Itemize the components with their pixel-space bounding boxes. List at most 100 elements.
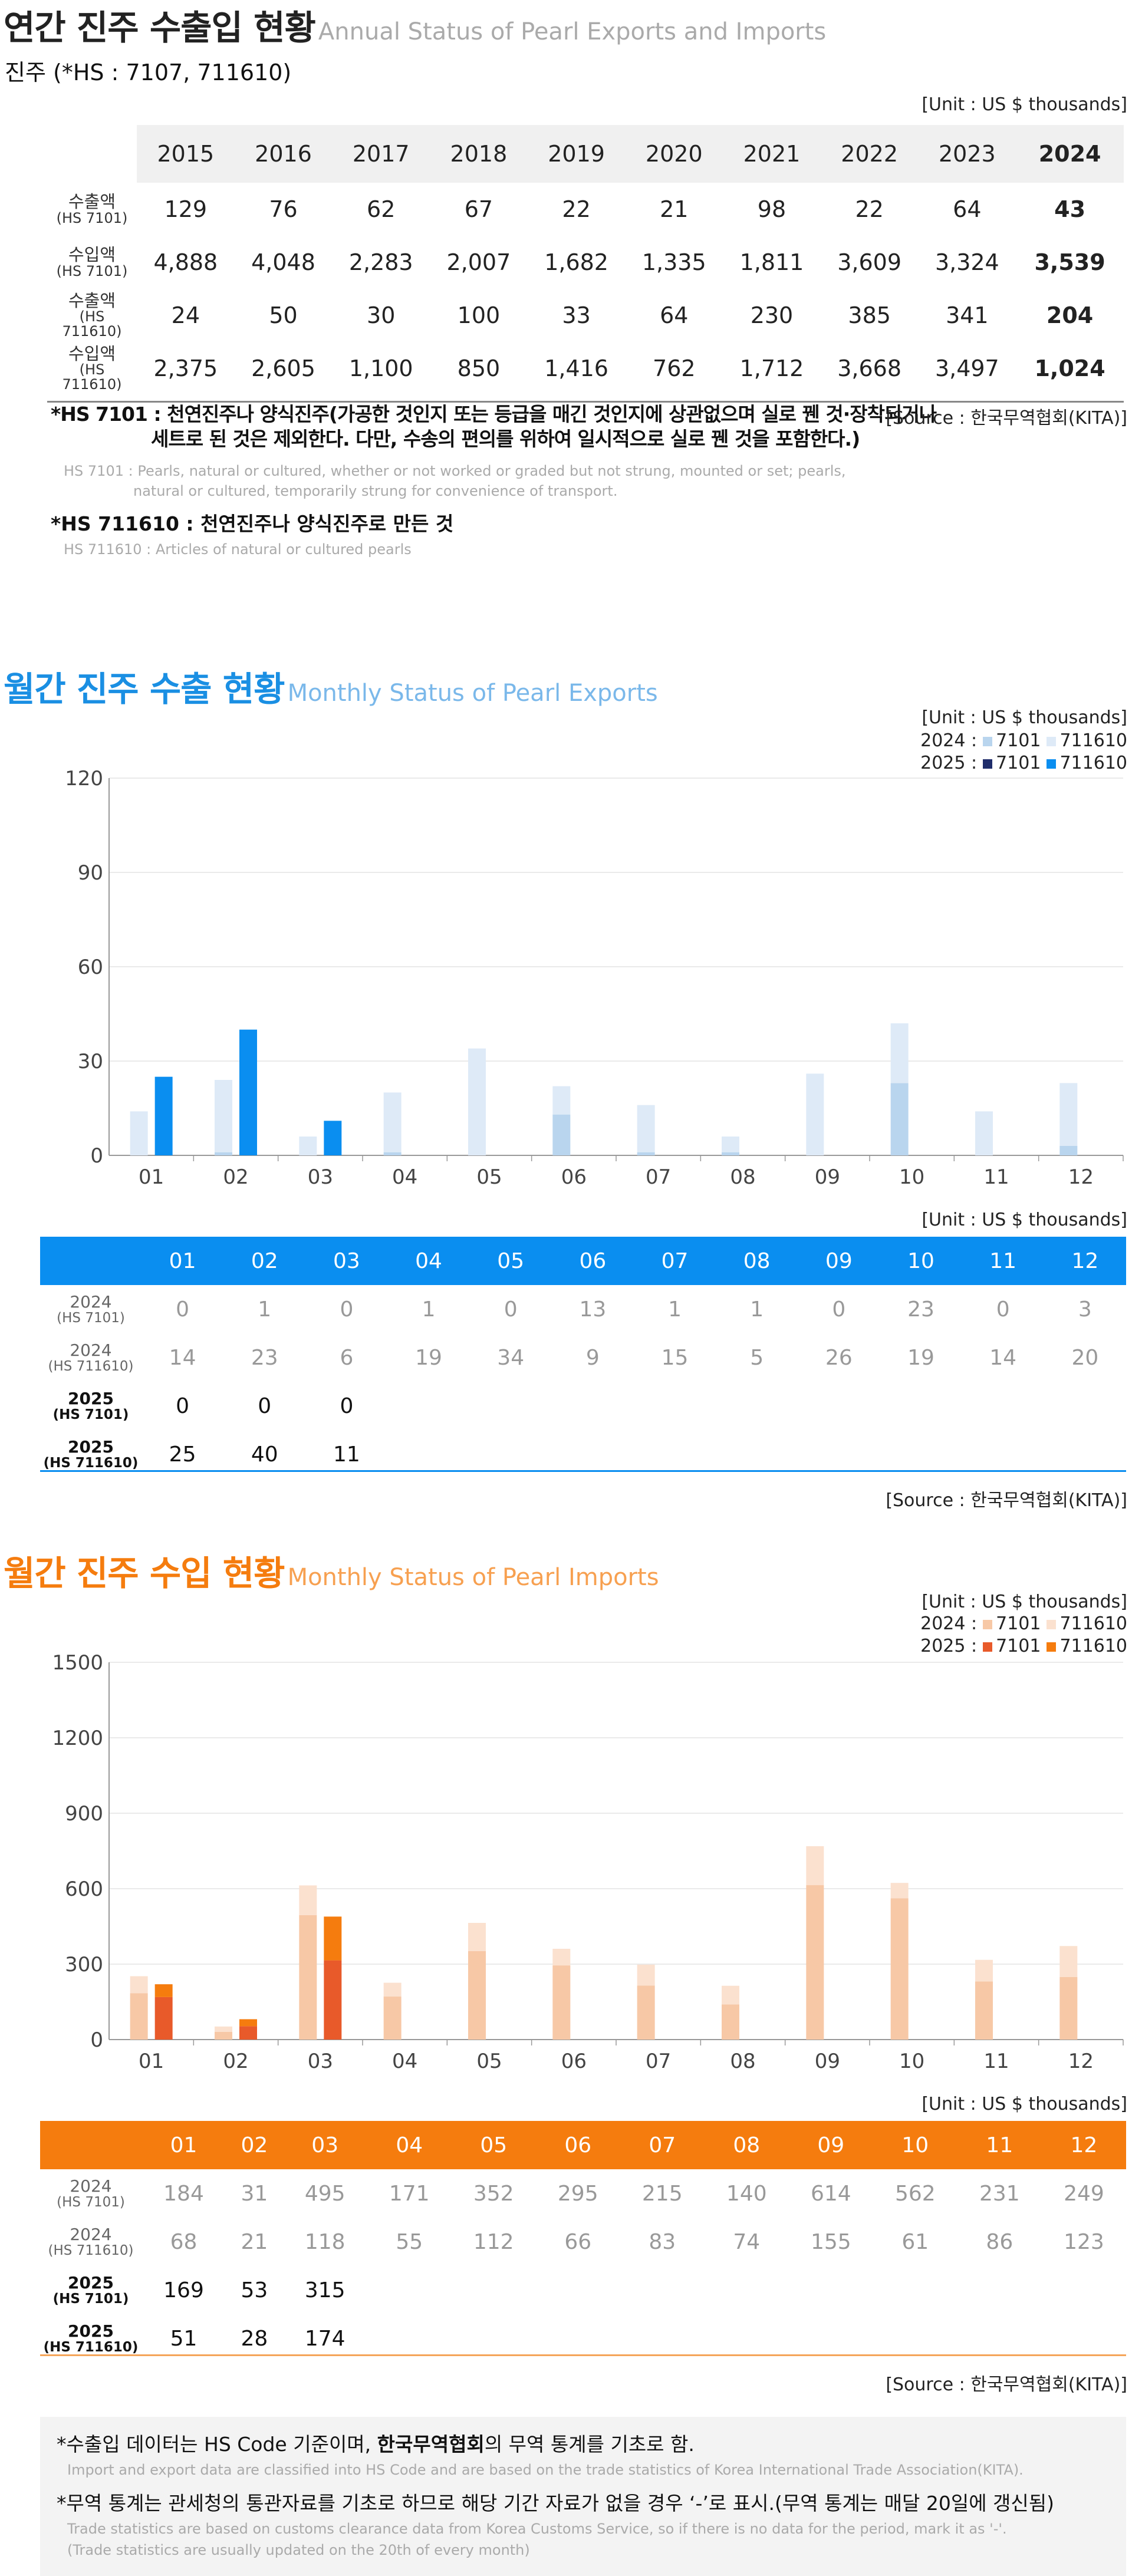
annual-cell: 385: [848, 302, 891, 328]
annual-cell: 64: [660, 302, 689, 328]
annual-cell: 50: [269, 302, 298, 328]
x-tick-label: 12: [1068, 2050, 1094, 2073]
footer-note2-en: Trade statistics are based on customs cl…: [67, 2521, 1007, 2537]
y-tick-label: 300: [65, 1953, 103, 1977]
x-tick-label: 06: [561, 1165, 587, 1189]
bar-2024-7101: [890, 1083, 909, 1155]
exports-table-bottom-rule: [40, 1470, 1126, 1472]
x-tick-label: 05: [476, 2050, 502, 2073]
x-tick-label: 01: [139, 1165, 164, 1189]
exports-chart: 0 30 60 90 120 01 02 03 04 05 06 07 08 09 10 11 12: [65, 767, 1124, 1189]
monthly-cell: [387, 1382, 469, 1430]
monthly-cell: [705, 2266, 789, 2314]
monthly-cell: 14: [169, 1345, 196, 1370]
y-tick-label: 90: [78, 861, 103, 885]
year-header: 2016: [234, 125, 333, 183]
annual-cell: 129: [164, 196, 208, 222]
annual-source: [Source : 한국무역협회(KITA)]: [886, 408, 1127, 429]
annual-cell: 76: [269, 196, 298, 222]
bar-2025-711610: [239, 2019, 257, 2027]
year-header: 2024: [1016, 125, 1124, 183]
y-tick-label: 0: [90, 1144, 103, 1168]
x-tick-label: 07: [646, 1165, 671, 1189]
monthly-cell: 1: [668, 1297, 682, 1322]
monthly-cell: 3: [1078, 1297, 1092, 1322]
annual-title-en: Annual Status of Pearl Exports and Impor…: [318, 18, 827, 45]
month-header: 01: [170, 2133, 198, 2157]
bar-2024-7101: [468, 1951, 486, 2040]
x-tick-label: 04: [392, 2050, 417, 2073]
annual-cell: 1,682: [544, 249, 608, 275]
bar-2024-711610: [130, 1111, 148, 1155]
monthly-cell: 28: [241, 2326, 268, 2351]
monthly-cell: 1: [422, 1297, 436, 1322]
bar-2024-7101: [722, 2004, 739, 2040]
y-tick-label: 120: [65, 767, 103, 790]
bar-2025-711610: [239, 1029, 257, 1155]
y-tick-label: 60: [78, 956, 103, 979]
imports-table-bottom-rule: [40, 2354, 1126, 2356]
monthly-cell: 86: [986, 2229, 1013, 2254]
monthly-cell: 123: [1064, 2229, 1104, 2254]
imports-chart: 0 300 600 900 1200 1500 01 02 03 04 05 06 07 08 09 10 11…: [52, 1651, 1124, 2073]
annual-cell: 21: [660, 196, 689, 222]
monthly-cell: 6: [340, 1345, 354, 1370]
monthly-cell: 174: [304, 2326, 345, 2351]
bar-2024-711610: [806, 1073, 824, 1155]
annual-table-bottom-rule: [47, 401, 1124, 403]
year-header: 2020: [625, 125, 723, 183]
annual-header-row: 2015 2016 2017 2018 2019 2020 2021 2022 …: [47, 125, 1124, 183]
bar-2024-7101: [722, 1152, 739, 1155]
bar-2024-711610: [806, 1846, 824, 1886]
monthly-cell: 0: [340, 1394, 354, 1418]
bar-2025-711610: [154, 1984, 173, 1997]
month-header: 05: [497, 1249, 525, 1273]
bar-2024-711610: [552, 1086, 571, 1115]
bar-2024-711610: [1059, 1083, 1078, 1146]
annual-row-label: 수입액 (HS 7101): [56, 245, 128, 279]
bar-2024-711610: [383, 1092, 402, 1152]
monthly-cell: 562: [894, 2181, 936, 2206]
annual-cell: 33: [562, 302, 591, 328]
year-header: 2018: [430, 125, 528, 183]
monthly-row-label: 2024 (HS 7101): [57, 1292, 125, 1326]
monthly-cell: [470, 1382, 552, 1430]
year-header: 2019: [527, 125, 626, 183]
year-header: 2015: [137, 125, 235, 183]
month-header: 12: [1071, 1249, 1099, 1273]
annual-cell: 4,888: [153, 249, 218, 275]
bar-2024-711610: [890, 1023, 909, 1083]
annual-cell: 850: [457, 355, 501, 381]
annual-subtitle: 진주 (*HS : 7107, 711610): [5, 60, 292, 85]
note-hs7101-ko: *HS 7101 : 천연진주나 양식진주(가공한 것인지 또는 등급을 매긴 …: [51, 403, 937, 450]
imports-legend-2025: 2025 :7101 711610: [920, 1636, 1127, 1656]
bar-2024-711610: [1059, 1946, 1078, 1977]
monthly-cell: [957, 2266, 1042, 2314]
x-tick-label: 02: [223, 2050, 248, 2073]
bar-2024-711610: [722, 1985, 739, 2005]
imports-title-en: Monthly Status of Pearl Imports: [287, 1564, 659, 1591]
bar-2024-711610: [975, 1959, 993, 1982]
month-header: 07: [661, 1249, 689, 1273]
monthly-row-label: 2024 (HS 711610): [48, 2225, 134, 2258]
annual-cell: 3,609: [837, 249, 902, 275]
monthly-cell: 171: [389, 2181, 430, 2206]
legend-swatch: [1047, 759, 1057, 769]
annual-cell: 22: [562, 196, 591, 222]
monthly-cell: 53: [241, 2278, 268, 2302]
imports-monthly-table: 01 02 03 04 05 06 07 08 09 10 11 12 2024 (HS 7101) 18…: [40, 2121, 1126, 2363]
monthly-row: 2024 (HS 711610) 14 23 6 19 34 9 15 5 26 19 14 20: [40, 1333, 1126, 1382]
monthly-cell: 249: [1064, 2181, 1104, 2206]
bar-2024-7101: [806, 1885, 824, 2040]
bar-2024-7101: [1059, 1146, 1078, 1155]
annual-row-label: 수출액 (HS 711610): [62, 290, 122, 340]
annual-cell: 3,668: [837, 355, 902, 381]
exports-month-header: 01 02 03 04 05 06 07 08 09 10 11 12: [40, 1237, 1126, 1285]
bar-2025-711610: [154, 1076, 173, 1155]
month-header: 03: [311, 2133, 339, 2157]
annual-row: 수출액 (HS 711610) 24 50 30 100 33 64 230 385 341 204: [47, 289, 1124, 342]
annual-cell: 67: [464, 196, 493, 222]
year-header: 2017: [332, 125, 430, 183]
imports-month-header: 01 02 03 04 05 06 07 08 09 10 11 12: [40, 2121, 1126, 2169]
annual-table: 2015 2016 2017 2018 2019 2020 2021 2022 …: [47, 125, 1124, 395]
